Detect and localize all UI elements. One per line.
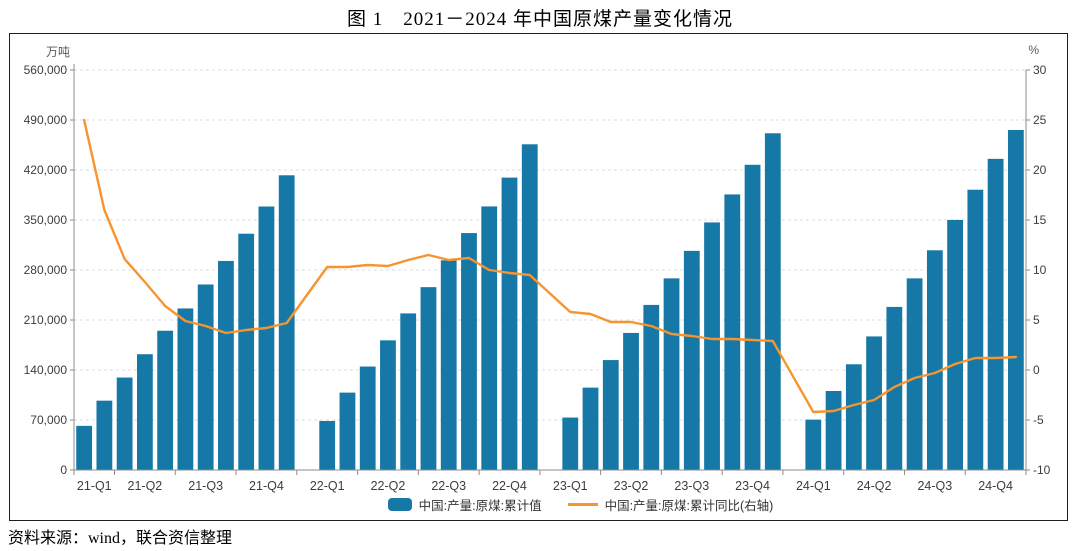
x-tick-24-Q4: 24-Q4: [978, 479, 1013, 493]
bar-2021-06: [157, 330, 174, 470]
chart-container: 万吨 % 0 70,000 140,000 210,000 280,000 350,000…: [9, 33, 1068, 521]
bar-2022-07: [420, 287, 437, 470]
x-tick-21-Q3: 21-Q3: [188, 479, 223, 493]
x-tick-22-Q2: 22-Q2: [371, 479, 406, 493]
bar-series: [76, 130, 1024, 471]
bar-2023-08: [683, 250, 700, 470]
legend-item-bar-series: 中国:产量:原煤:累计值: [387, 495, 542, 514]
bar-2021-05: [136, 354, 153, 470]
yoy-line-series: [82, 118, 1018, 414]
bar-2022-12: [521, 144, 538, 470]
left-tick-280000: 280,000: [24, 263, 68, 277]
bar-2024-10: [967, 189, 984, 470]
right-tick-10: 10: [1033, 263, 1047, 277]
bar-2022-10: [481, 206, 498, 470]
bar-2022-08: [440, 260, 457, 470]
gridlines: [74, 69, 1026, 421]
legend-item-line-series: 中国:产量:原煤:累计同比(右轴): [567, 495, 774, 514]
bar-2021-07: [177, 308, 194, 470]
x-axis-labels: 21-Q1 21-Q2 21-Q3 21-Q4 22-Q1 22-Q2 22-Q3 22-Q4…: [73, 470, 1027, 493]
right-tick-25: 25: [1033, 113, 1047, 127]
x-tick-23-Q4: 23-Q4: [735, 479, 770, 493]
line-series-swatch: [567, 503, 598, 506]
left-axis-unit-label: 万吨: [46, 45, 71, 59]
bar-2023-07: [663, 278, 680, 470]
x-tick-21-Q1: 21-Q1: [77, 479, 112, 493]
bar-2024-11: [987, 158, 1004, 470]
bar-2024-06: [886, 306, 903, 470]
bar-2021-03: [96, 400, 113, 470]
x-tick-23-Q3: 23-Q3: [674, 479, 709, 493]
line-series-label: 中国:产量:原煤:累计同比(右轴): [604, 499, 774, 513]
x-tick-22-Q3: 22-Q3: [431, 479, 466, 493]
left-tick-70000: 70,000: [30, 413, 67, 427]
bar-2023-06: [643, 304, 660, 470]
bar-2024-02: [805, 419, 822, 470]
bar-2022-04: [359, 366, 376, 470]
bar-2021-11: [258, 206, 275, 470]
right-tick-30: 30: [1033, 63, 1047, 77]
bar-2021-10: [238, 233, 255, 470]
right-tick-0: 0: [1033, 363, 1040, 377]
bar-2023-12: [764, 133, 781, 470]
right-tick--10: -10: [1033, 463, 1051, 477]
bar-2023-05: [623, 332, 639, 470]
figure-title: 图 1 2021－2024 年中国原煤产量变化情况: [346, 9, 733, 30]
bar-2023-03: [582, 387, 599, 470]
bar-series-swatch: [387, 498, 412, 511]
bar-2022-06: [400, 313, 417, 470]
x-tick-21-Q2: 21-Q2: [128, 479, 163, 493]
bar-2022-11: [501, 177, 518, 470]
bar-2024-04: [845, 364, 862, 470]
bar-2022-03: [339, 392, 356, 470]
x-tick-24-Q1: 24-Q1: [796, 479, 831, 493]
bar-2024-08: [926, 250, 943, 470]
bar-2023-11: [744, 164, 761, 471]
bar-2022-09: [461, 233, 477, 470]
left-tick-560000: 560,000: [24, 63, 68, 77]
bar-2023-02: [562, 417, 579, 470]
left-tick-140000: 140,000: [24, 363, 68, 377]
bar-2023-09: [704, 222, 720, 470]
x-tick-23-Q1: 23-Q1: [553, 479, 588, 493]
bar-2024-09: [947, 219, 964, 470]
right-axis-labels: -10 -5 0 5 10 15 20 25 30: [1026, 63, 1051, 477]
x-tick-21-Q4: 21-Q4: [249, 479, 284, 493]
bar-series-label: 中国:产量:原煤:累计值: [418, 499, 542, 513]
x-tick-23-Q2: 23-Q2: [614, 479, 649, 493]
chart-legend: 中国:产量:原煤:累计值 中国:产量:原煤:累计同比(右轴): [52, 495, 1080, 514]
x-tick-24-Q3: 24-Q3: [917, 479, 952, 493]
bar-2021-02: [76, 425, 93, 470]
x-tick-24-Q2: 24-Q2: [857, 479, 892, 493]
bar-2024-07: [906, 278, 923, 470]
left-axis-labels: 0 70,000 140,000 210,000 280,000 350,000 420,0…: [24, 63, 74, 477]
axes: [73, 64, 1027, 471]
bar-2024-03: [825, 391, 842, 470]
left-tick-210000: 210,000: [24, 313, 68, 327]
left-tick-0: 0: [60, 463, 67, 477]
bar-2024-12: [1007, 130, 1024, 470]
x-tick-22-Q1: 22-Q1: [310, 479, 345, 493]
bar-2021-08: [197, 284, 214, 470]
bar-2021-09: [218, 260, 234, 470]
right-tick-5: 5: [1033, 313, 1040, 327]
source-note: 资料来源：wind，联合资信整理: [8, 530, 233, 547]
bar-2022-05: [380, 340, 396, 470]
left-tick-490000: 490,000: [24, 113, 68, 127]
right-tick-20: 20: [1033, 163, 1047, 177]
bar-2022-02: [319, 420, 336, 470]
left-tick-420000: 420,000: [24, 163, 68, 177]
bar-2024-05: [866, 336, 882, 470]
left-tick-350000: 350,000: [24, 213, 68, 227]
bar-2023-04: [602, 360, 619, 470]
right-axis-unit-label: %: [1028, 43, 1039, 57]
bar-2023-10: [724, 194, 741, 470]
right-tick--5: -5: [1033, 413, 1044, 427]
coal-production-chart: 0 70,000 140,000 210,000 280,000 350,000 420,0…: [24, 63, 1051, 493]
x-tick-22-Q4: 22-Q4: [492, 479, 527, 493]
bar-2021-04: [116, 377, 133, 470]
right-tick-15: 15: [1033, 213, 1047, 227]
